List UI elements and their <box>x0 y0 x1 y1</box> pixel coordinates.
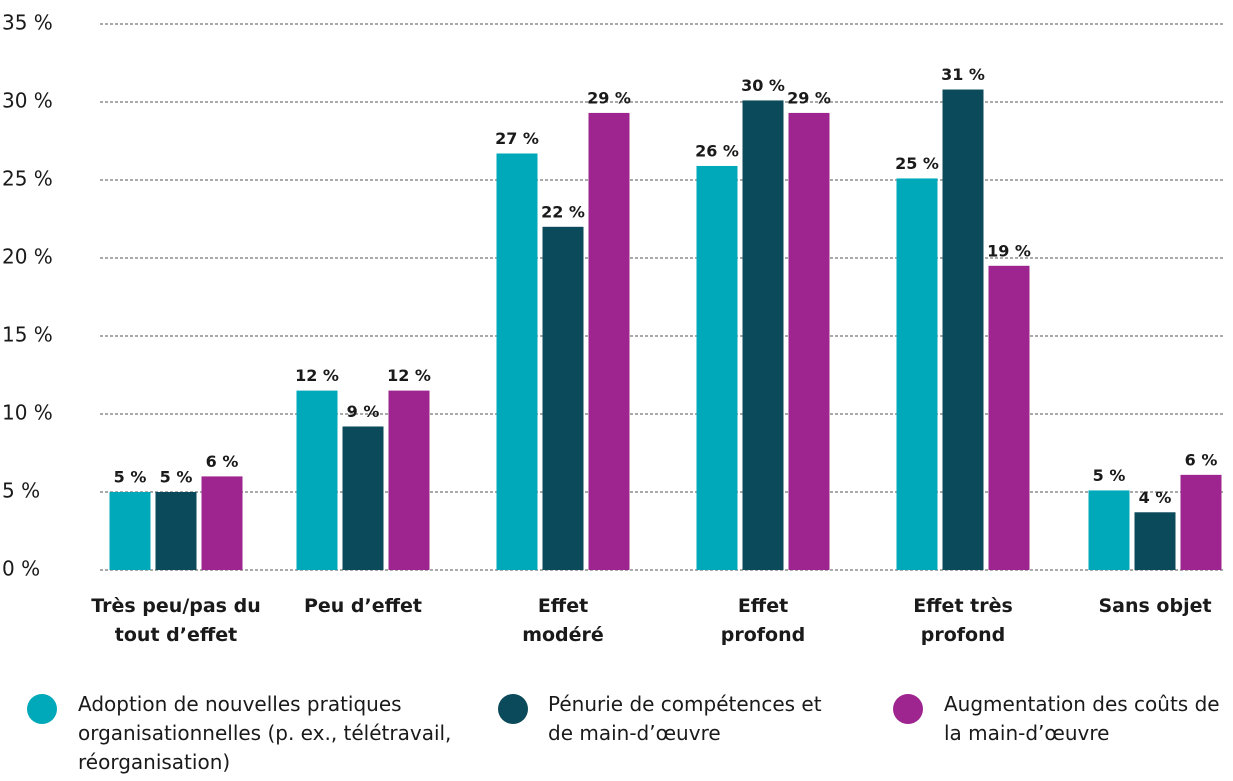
y-tick-label: 5 % <box>2 479 40 503</box>
value-label: 5 % <box>1093 466 1126 485</box>
x-tick-label: Sans objet <box>1098 595 1212 617</box>
y-tick-label: 25 % <box>2 167 53 191</box>
bar <box>342 426 384 570</box>
value-label: 12 % <box>387 366 431 385</box>
y-tick-label: 20 % <box>2 245 53 269</box>
bar <box>496 153 538 571</box>
value-label: 30 % <box>741 76 785 95</box>
value-label: 22 % <box>541 202 585 221</box>
bar <box>1134 512 1176 570</box>
bar <box>742 100 784 570</box>
value-label: 25 % <box>895 154 939 173</box>
bar <box>696 165 738 570</box>
value-label: 29 % <box>587 88 631 107</box>
legend-label: Pénurie de compétences et de main-d’œuvr… <box>548 692 822 745</box>
value-label: 12 % <box>295 366 339 385</box>
legend-label: Augmentation des coûts de la main-d’œuvr… <box>944 692 1220 745</box>
bar <box>542 226 584 571</box>
bar <box>296 390 338 570</box>
value-label: 31 % <box>941 65 985 84</box>
y-tick-label: 15 % <box>2 323 53 347</box>
bar <box>896 178 938 570</box>
bar <box>201 476 243 570</box>
value-label: 6 % <box>1185 450 1218 469</box>
value-label: 5 % <box>114 468 147 487</box>
bar <box>942 89 984 571</box>
value-label: 19 % <box>987 241 1031 260</box>
bar <box>988 265 1030 570</box>
bar <box>109 492 151 570</box>
bar <box>788 112 830 571</box>
x-tick-label: Très peu/pas du tout d’effet <box>91 595 261 646</box>
value-label: 4 % <box>1139 488 1172 507</box>
legend-marker <box>498 694 528 724</box>
bar <box>1180 474 1222 570</box>
value-label: 27 % <box>495 129 539 148</box>
value-label: 5 % <box>160 468 193 487</box>
legend-label: Adoption de nouvelles pratiques organisa… <box>78 692 452 774</box>
value-label: 29 % <box>787 88 831 107</box>
x-tick-label: Effet modéré <box>522 595 604 646</box>
y-tick-label: 30 % <box>2 89 53 113</box>
bar <box>388 390 430 570</box>
value-label: 9 % <box>347 402 380 421</box>
legend-marker <box>27 694 57 724</box>
y-tick-label: 35 % <box>2 11 53 35</box>
bar <box>588 112 630 571</box>
bar <box>155 492 197 570</box>
bar <box>1088 490 1130 570</box>
y-tick-label: 10 % <box>2 401 53 425</box>
x-tick-label: Effet profond <box>720 595 806 646</box>
value-label: 6 % <box>206 452 239 471</box>
legend-marker <box>893 694 923 724</box>
x-tick-label: Effet très profond <box>913 595 1013 646</box>
x-tick-label: Peu d’effet <box>303 595 423 617</box>
value-label: 26 % <box>695 141 739 160</box>
y-tick-label: 0 % <box>2 557 40 581</box>
